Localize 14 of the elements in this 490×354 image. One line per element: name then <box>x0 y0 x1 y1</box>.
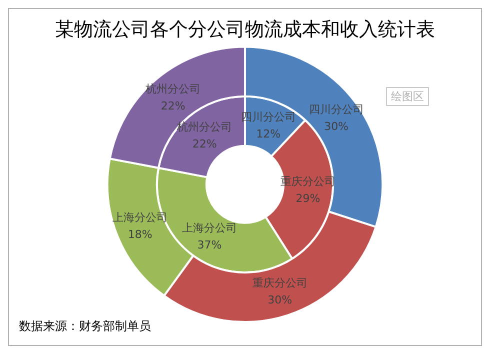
source-note: 数据来源：财务部制单员 <box>19 318 151 335</box>
slice-label: 上海分公司 <box>182 222 237 235</box>
data-label: 30% <box>268 294 292 307</box>
data-label: 37% <box>197 238 222 252</box>
data-label: 30% <box>324 120 349 133</box>
data-label: 29% <box>296 192 320 206</box>
data-label: 18% <box>128 228 152 241</box>
slice-label: 杭州分公司 <box>144 82 201 96</box>
slice-label: 重庆分公司 <box>252 276 308 290</box>
data-label: 12% <box>256 127 281 140</box>
data-label: 22% <box>192 137 217 150</box>
text: 绘图区 <box>386 87 429 106</box>
chart-title: 某物流公司各个分公司物流成本和收入统计表 <box>55 18 435 40</box>
data-label: 22% <box>160 99 186 112</box>
